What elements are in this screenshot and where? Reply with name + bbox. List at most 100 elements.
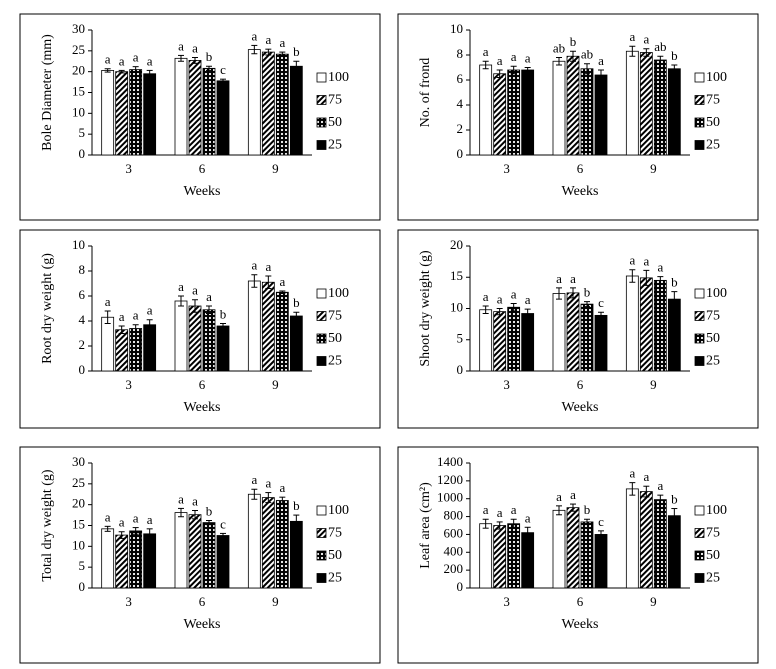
legend-swatch — [694, 311, 705, 321]
x-tick-label: 3 — [125, 161, 132, 176]
error-bar — [657, 494, 664, 505]
error-bar — [279, 496, 286, 505]
bar — [188, 305, 202, 372]
bar — [580, 303, 594, 372]
significance-letter: a — [251, 258, 257, 273]
error-bar — [118, 325, 125, 334]
y-axis-label: No. of frond — [418, 58, 433, 128]
y-tick-label: 200 — [444, 561, 464, 576]
error-bar — [598, 69, 604, 81]
legend-label: 50 — [706, 548, 720, 563]
error-bar — [220, 78, 226, 83]
y-tick-label: 1200 — [437, 472, 463, 487]
error-bar — [118, 69, 125, 74]
error-bar — [220, 323, 226, 329]
legend-swatch — [316, 550, 327, 561]
error-bar — [643, 48, 650, 57]
y-tick-label: 10 — [450, 21, 463, 36]
bar — [289, 65, 303, 156]
x-tick-label: 3 — [503, 161, 510, 176]
legend-label: 75 — [328, 309, 342, 324]
x-tick-label: 3 — [125, 594, 132, 609]
error-bar — [598, 530, 604, 539]
error-bar — [556, 505, 562, 516]
error-bar — [643, 269, 650, 286]
significance-letter: a — [483, 502, 489, 517]
y-tick-label: 15 — [450, 268, 463, 283]
bar — [174, 57, 188, 156]
bar — [261, 281, 275, 372]
bar — [216, 325, 230, 372]
significance-letter: a — [265, 32, 271, 47]
y-tick-label: 20 — [72, 496, 85, 511]
error-bar — [265, 492, 272, 504]
y-tick-label: 4 — [457, 96, 464, 111]
panel-frame — [19, 229, 381, 429]
significance-letter: b — [584, 502, 591, 517]
bar — [594, 314, 608, 372]
bar — [580, 68, 594, 156]
x-tick-label: 6 — [577, 161, 584, 176]
significance-letter: a — [629, 29, 635, 44]
error-bar — [265, 275, 272, 289]
significance-letter: a — [105, 294, 111, 309]
bar — [552, 509, 566, 589]
bar — [639, 52, 653, 156]
error-bar — [482, 518, 489, 529]
significance-letter: a — [178, 491, 184, 506]
y-tick-label: 30 — [72, 454, 85, 469]
panel-frame — [397, 229, 759, 429]
legend-swatch — [694, 333, 705, 344]
y-tick-label: 800 — [444, 508, 464, 523]
legend-swatch — [316, 505, 327, 516]
bar — [625, 275, 639, 372]
error-bar — [584, 518, 590, 526]
significance-letter: a — [105, 52, 111, 67]
y-tick-label: 10 — [72, 104, 85, 119]
bar — [115, 329, 129, 372]
legend-swatch — [694, 528, 705, 538]
bar — [261, 497, 275, 589]
bar — [625, 488, 639, 589]
error-bar — [496, 308, 503, 316]
bar — [101, 528, 115, 589]
significance-letter: b — [293, 44, 300, 59]
x-axis-label: Weeks — [562, 400, 599, 415]
x-tick-label: 6 — [199, 594, 206, 609]
error-bar — [556, 287, 562, 300]
error-bar — [671, 291, 678, 308]
bar — [275, 500, 289, 589]
y-tick-label: 30 — [72, 21, 85, 36]
significance-letter: a — [643, 32, 649, 47]
significance-letter: a — [119, 53, 125, 68]
y-tick-label: 10 — [450, 299, 463, 314]
error-bar — [192, 299, 198, 313]
significance-letter: a — [192, 40, 198, 55]
bar — [115, 534, 129, 589]
error-bar — [629, 482, 636, 496]
error-bar — [584, 63, 590, 75]
significance-letter: a — [147, 53, 153, 68]
x-tick-label: 9 — [272, 377, 279, 392]
significance-letter: a — [657, 260, 663, 275]
y-tick-label: 5 — [457, 331, 464, 346]
y-tick-label: 0 — [457, 146, 464, 161]
bar — [143, 324, 157, 372]
y-tick-label: 6 — [79, 287, 86, 302]
error-bar — [598, 311, 604, 319]
legend-label: 100 — [328, 70, 349, 85]
x-tick-label: 6 — [577, 377, 584, 392]
significance-letter: a — [105, 509, 111, 524]
y-tick-label: 1400 — [437, 454, 463, 469]
error-bar — [570, 503, 576, 512]
bar — [653, 279, 667, 372]
error-bar — [671, 508, 678, 524]
bar — [521, 313, 535, 372]
bar — [101, 316, 115, 372]
bar — [247, 49, 261, 156]
significance-letter: a — [133, 511, 139, 526]
bar — [247, 280, 261, 372]
bar — [129, 328, 143, 372]
significance-letter: a — [119, 515, 125, 530]
